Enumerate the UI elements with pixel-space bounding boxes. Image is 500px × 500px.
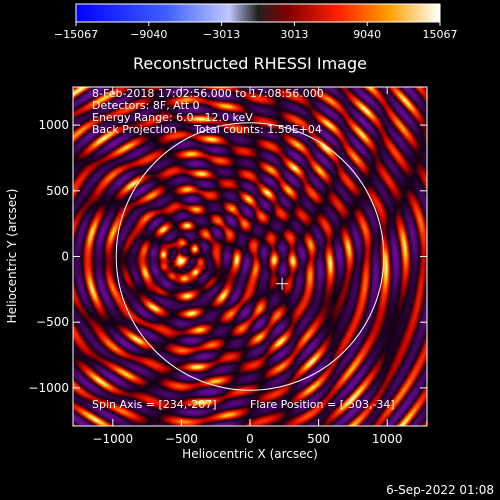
colorbar-tick-label: −9040: [130, 28, 167, 41]
y-tick-label: 1000: [38, 118, 69, 132]
x-tick-label: −500: [165, 432, 198, 446]
info-line-3: Energy Range: 6.0 - 12.0 keV: [92, 111, 253, 124]
axis-ticks: −1000 −500 0 500 1000 1000 500 0 −500 −1000: [28, 87, 427, 446]
info-line-2: Detectors: 8F, Att 0: [92, 99, 200, 112]
x-tick-label: 500: [307, 432, 330, 446]
colorbar-ticks: −15067 −9040 −3013 3013 9040 15067: [54, 22, 458, 41]
colorbar-tick-label: −15067: [54, 28, 98, 41]
solar-disk-circle: [115, 122, 385, 391]
y-axis-label: Heliocentric Y (arcsec): [5, 189, 19, 324]
spin-axis-label: Spin Axis = [234,-207]: [92, 398, 217, 411]
spin-axis-marker: [276, 277, 289, 290]
colorbar-tick-label: 9040: [353, 28, 381, 41]
x-tick-label: −1000: [92, 432, 133, 446]
y-tick-label: −1000: [28, 381, 69, 395]
info-line-4: Back Projection Total counts: 1.50E+04: [92, 123, 322, 136]
flare-position-label: Flare Position = [-503,-34]: [250, 398, 395, 411]
colorbar: [75, 3, 441, 23]
colorbar-tick-label: −3013: [203, 28, 240, 41]
chart-title: Reconstructed RHESSI Image: [133, 54, 367, 73]
x-tick-label: 0: [246, 432, 254, 446]
x-axis-label: Heliocentric X (arcsec): [182, 447, 318, 461]
x-tick-label: 1000: [372, 432, 403, 446]
info-line-1: 8-Feb-2018 17:02:56.000 to 17:08:56.000: [92, 87, 324, 100]
colorbar-tick-label: 3013: [280, 28, 308, 41]
footer-date: 6-Sep-2022 01:08: [386, 483, 494, 497]
heatmap-image: [73, 87, 427, 426]
y-tick-label: 500: [46, 184, 69, 198]
y-tick-label: 0: [61, 250, 69, 264]
y-tick-label: −500: [36, 315, 69, 329]
colorbar-tick-label: 15067: [423, 28, 458, 41]
